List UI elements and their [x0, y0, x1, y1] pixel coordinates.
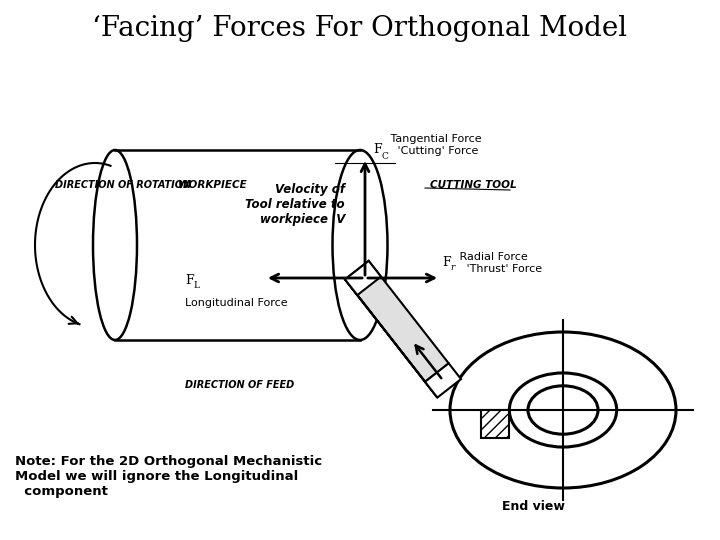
Polygon shape	[345, 261, 449, 382]
Text: C: C	[381, 152, 388, 161]
Text: End view: End view	[502, 500, 564, 513]
Text: r: r	[450, 264, 454, 273]
Text: F: F	[442, 256, 451, 269]
Text: WORKPIECE: WORKPIECE	[178, 180, 248, 190]
Text: Tangential Force
   'Cutting' Force: Tangential Force 'Cutting' Force	[387, 134, 482, 156]
Polygon shape	[345, 279, 437, 397]
Text: Note: For the 2D Orthogonal Mechanistic
Model we will ignore the Longitudinal
  : Note: For the 2D Orthogonal Mechanistic …	[15, 455, 322, 498]
Polygon shape	[481, 410, 509, 438]
Text: Velocity of
Tool relative to
workpiece  V: Velocity of Tool relative to workpiece V	[246, 183, 345, 226]
Polygon shape	[425, 363, 461, 397]
Text: DIRECTION OF ROTATION: DIRECTION OF ROTATION	[55, 180, 191, 190]
Text: Longitudinal Force: Longitudinal Force	[185, 298, 287, 308]
Text: ‘Facing’ Forces For Orthogonal Model: ‘Facing’ Forces For Orthogonal Model	[92, 15, 628, 42]
Text: L: L	[193, 281, 199, 291]
Text: F: F	[185, 273, 194, 287]
Text: F: F	[373, 143, 382, 156]
Text: CUTTING TOOL: CUTTING TOOL	[430, 180, 517, 190]
Polygon shape	[345, 261, 381, 295]
Text: Radial Force
   'Thrust' Force: Radial Force 'Thrust' Force	[456, 252, 542, 274]
Text: DIRECTION OF FEED: DIRECTION OF FEED	[185, 380, 294, 390]
Polygon shape	[115, 150, 360, 340]
